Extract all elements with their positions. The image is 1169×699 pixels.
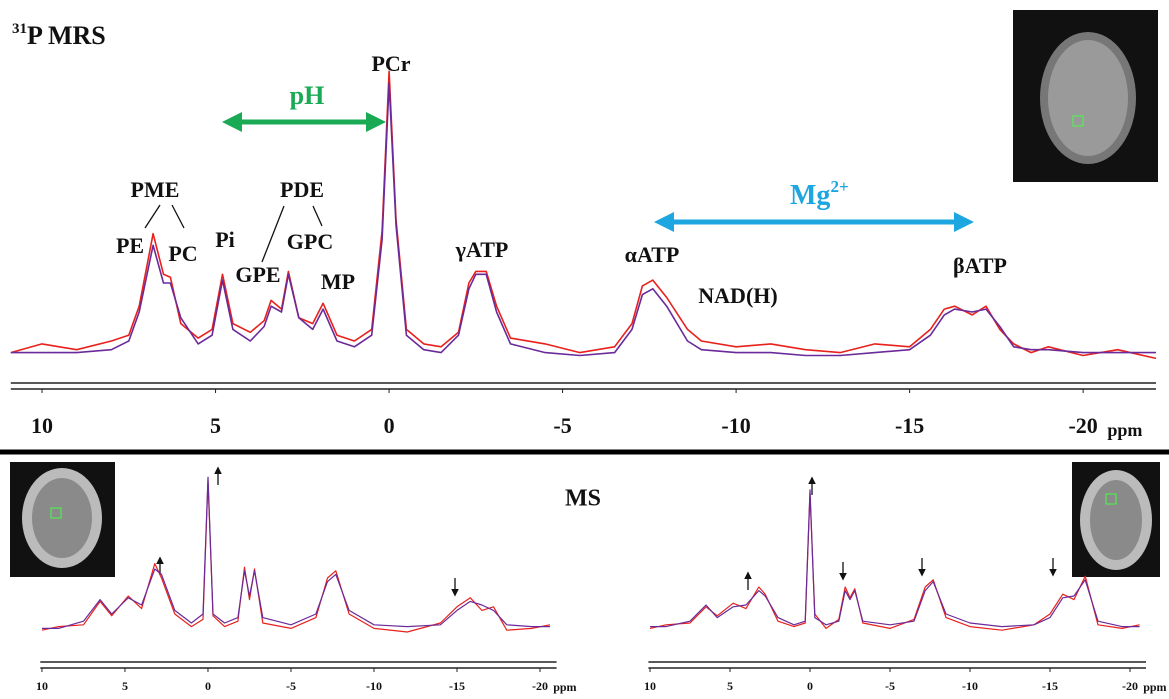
x-tick-label: -15	[1042, 679, 1058, 693]
spectrum-line	[649, 492, 1140, 631]
text-part: 2+	[830, 177, 848, 196]
chart-title: MS	[565, 486, 601, 512]
x-tick-label: -20	[1122, 679, 1138, 693]
spectrum-line	[10, 70, 1157, 360]
x-tick-label: 5	[122, 679, 128, 693]
text-part: Mg	[790, 180, 830, 211]
mg-label: Mg2+	[790, 177, 849, 212]
spectrum-line	[650, 489, 1140, 628]
chart-title: 31P MRS	[12, 21, 106, 50]
x-axis-label: ppm	[553, 680, 576, 694]
x-tick-label: 5	[727, 679, 733, 693]
brain-inset	[1072, 462, 1160, 577]
x-tick-label: -20	[1068, 413, 1097, 438]
x-tick-label: -10	[721, 413, 750, 438]
peak-label: PE	[116, 233, 144, 258]
peak-label: MP	[321, 269, 355, 294]
x-tick-label: 10	[31, 413, 53, 438]
x-tick-label: -15	[895, 413, 924, 438]
spectrum-line	[42, 476, 550, 629]
peak-label: PME	[131, 177, 180, 202]
x-tick-label: 0	[807, 679, 813, 693]
x-tick-label: 10	[36, 679, 48, 693]
peak-label: γATP	[455, 237, 509, 262]
x-tick-label: -5	[286, 679, 296, 693]
peak-label: PCr	[371, 51, 410, 76]
peak-label: GPE	[235, 262, 280, 287]
x-tick-label: 0	[384, 413, 395, 438]
x-tick-label: 10	[644, 679, 656, 693]
x-tick-label: -10	[366, 679, 382, 693]
spectrum-line	[41, 480, 551, 633]
x-tick-label: -20	[532, 679, 548, 693]
connector-lines	[144, 204, 323, 263]
x-tick-label: -15	[449, 679, 465, 693]
x-axis-label: ppm	[1107, 420, 1142, 440]
x-tick-label: 0	[205, 679, 211, 693]
text-part: 31	[12, 21, 27, 37]
x-tick-label: -5	[885, 679, 895, 693]
text-part: P MRS	[27, 21, 106, 50]
x-tick-label: -10	[962, 679, 978, 693]
brain-inset	[10, 462, 115, 577]
spectrum-line	[10, 82, 1156, 357]
peak-label: βATP	[953, 253, 1007, 278]
peak-label: Pi	[215, 227, 235, 252]
peak-label: NAD(H)	[698, 283, 777, 308]
x-tick-label: 5	[210, 413, 221, 438]
change-arrows	[156, 466, 1057, 597]
x-axis-label: ppm	[1143, 680, 1166, 694]
peak-label: PC	[168, 241, 197, 266]
ph-label: pH	[290, 81, 325, 110]
x-tick-label: -5	[553, 413, 571, 438]
peak-label: GPC	[287, 229, 333, 254]
peak-label: αATP	[625, 242, 680, 267]
brain-inset	[1013, 10, 1158, 182]
peak-label: PDE	[280, 177, 324, 202]
